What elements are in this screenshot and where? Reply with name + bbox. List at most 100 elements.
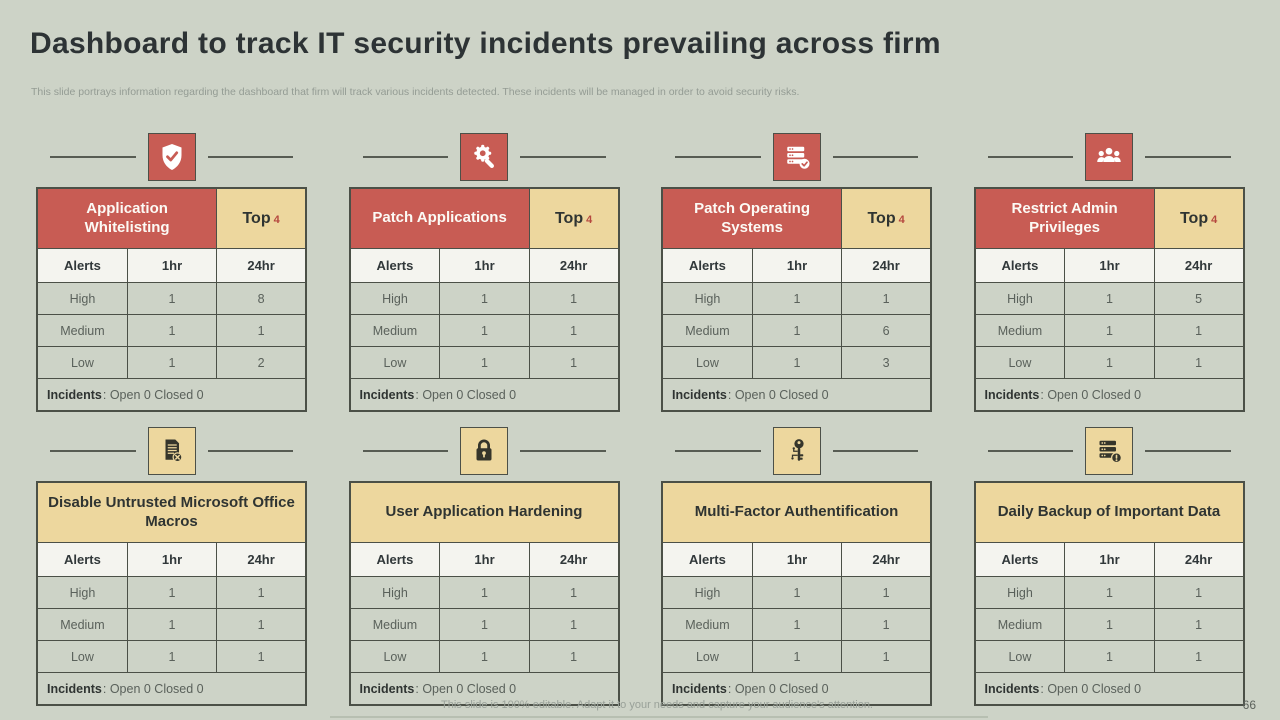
value-1hr: 1 — [439, 346, 530, 379]
value-1hr: 1 — [439, 640, 530, 673]
table-row: Medium 1 1 — [661, 608, 932, 641]
card-multi-factor-authentification: Multi-Factor Authentification Alerts 1hr… — [661, 427, 932, 706]
severity-label: Low — [661, 640, 753, 673]
incident-table: Application Whitelisting Top 4 Alerts 1hr… — [36, 187, 307, 412]
value-1hr: 1 — [439, 282, 530, 315]
value-1hr: 1 — [126, 282, 218, 315]
icon-row — [661, 133, 932, 181]
value-1hr: 1 — [126, 314, 218, 347]
incident-table: Daily Backup of Important Data Alerts 1h… — [973, 481, 1245, 706]
incidents-row: Incidents: Open 0 Closed 0 — [974, 672, 1244, 706]
value-1hr: 1 — [751, 576, 843, 609]
top-badge: Top 4 — [841, 187, 932, 249]
table-row: Low 1 1 — [973, 346, 1245, 379]
value-1hr: 1 — [1064, 608, 1155, 641]
value-24hr: 1 — [528, 346, 620, 379]
incidents-value: : Open 0 Closed 0 — [1040, 387, 1142, 402]
divider-line — [520, 450, 606, 452]
value-24hr: 1 — [528, 608, 620, 641]
table-row: Medium 1 1 — [36, 608, 307, 641]
top-badge: Top 4 — [1153, 187, 1245, 249]
col-header-alerts: Alerts — [661, 248, 753, 283]
table-row: High 1 1 — [36, 576, 307, 609]
incident-table: User Application Hardening Alerts 1hr 24… — [348, 481, 620, 706]
col-header-alerts: Alerts — [661, 542, 753, 577]
value-1hr: 1 — [751, 346, 843, 379]
col-header-24hr: 24hr — [1153, 542, 1245, 577]
value-1hr: 1 — [439, 576, 530, 609]
table-row: Medium 1 1 — [36, 314, 307, 347]
page-subtitle: This slide portrays information regardin… — [31, 86, 800, 98]
top-badge-number: 4 — [898, 213, 905, 226]
value-24hr: 2 — [216, 346, 307, 379]
col-header-24hr: 24hr — [841, 542, 932, 577]
incidents-label: Incidents — [47, 387, 102, 402]
dashboard-grid: Application Whitelisting Top 4 Alerts 1hr… — [36, 133, 1245, 706]
value-1hr: 1 — [1064, 346, 1155, 379]
col-header-alerts: Alerts — [348, 542, 441, 577]
divider-line — [1145, 156, 1231, 158]
severity-label: High — [348, 282, 441, 315]
value-1hr: 1 — [439, 314, 530, 347]
icon-row — [36, 133, 307, 181]
value-1hr: 1 — [751, 314, 843, 347]
incidents-row: Incidents: Open 0 Closed 0 — [349, 378, 619, 412]
severity-label: Low — [661, 346, 753, 379]
incidents-label: Incidents — [672, 681, 727, 696]
severity-label: Low — [348, 346, 441, 379]
value-24hr: 1 — [528, 282, 620, 315]
divider-line — [362, 156, 448, 158]
value-24hr: 1 — [841, 608, 932, 641]
table-row: High 1 1 — [661, 282, 932, 315]
card-title: Patch Operating Systems — [661, 187, 843, 249]
top-badge: Top 4 — [528, 187, 620, 249]
value-1hr: 1 — [1064, 314, 1155, 347]
value-24hr: 1 — [528, 576, 620, 609]
table-row: Low 1 2 — [36, 346, 307, 379]
value-24hr: 6 — [841, 314, 932, 347]
severity-label: High — [348, 576, 441, 609]
value-24hr: 1 — [216, 640, 307, 673]
circuit-key-icon — [772, 427, 821, 475]
incidents-value: : Open 0 Closed 0 — [415, 681, 517, 696]
incident-table: Patch Operating Systems Top 4 Alerts 1hr … — [661, 187, 932, 412]
card-patch-applications: Patch Applications Top 4 Alerts 1hr 24hr … — [348, 133, 620, 412]
table-row: Medium 1 1 — [973, 314, 1245, 347]
icon-row — [36, 427, 307, 475]
severity-label: Low — [973, 640, 1066, 673]
divider-line — [987, 156, 1073, 158]
table-row: Medium 1 6 — [661, 314, 932, 347]
col-header-alerts: Alerts — [36, 542, 128, 577]
table-row: High 1 1 — [348, 576, 620, 609]
table-row: Medium 1 1 — [348, 608, 620, 641]
server-check-icon — [772, 133, 821, 181]
value-24hr: 1 — [528, 640, 620, 673]
col-header-24hr: 24hr — [841, 248, 932, 283]
col-header-24hr: 24hr — [216, 542, 307, 577]
value-1hr: 1 — [751, 608, 843, 641]
incidents-value: : Open 0 Closed 0 — [102, 681, 204, 696]
severity-label: High — [661, 576, 753, 609]
severity-label: High — [661, 282, 753, 315]
top-badge-number: 4 — [1211, 213, 1218, 226]
card-user-application-hardening: User Application Hardening Alerts 1hr 24… — [348, 427, 620, 706]
card-disable-untrusted-macros: Disable Untrusted Microsoft Office Macro… — [36, 427, 307, 706]
table-row: High 1 1 — [973, 576, 1245, 609]
table-row: High 1 5 — [973, 282, 1245, 315]
value-24hr: 1 — [528, 314, 620, 347]
value-1hr: 1 — [126, 576, 218, 609]
incident-table: Restrict Admin Privileges Top 4 Alerts 1h… — [973, 187, 1245, 412]
top-badge-number: 4 — [586, 213, 593, 226]
col-header-1hr: 1hr — [751, 542, 843, 577]
table-row: Low 1 1 — [661, 640, 932, 673]
col-header-alerts: Alerts — [348, 248, 441, 283]
severity-label: High — [973, 282, 1066, 315]
table-row: Low 1 3 — [661, 346, 932, 379]
severity-label: High — [36, 282, 128, 315]
value-24hr: 1 — [1153, 346, 1245, 379]
incidents-label: Incidents — [672, 387, 727, 402]
admin-users-icon — [1085, 133, 1133, 181]
value-1hr: 1 — [126, 346, 218, 379]
incidents-row: Incidents: Open 0 Closed 0 — [661, 672, 932, 706]
incidents-label: Incidents — [984, 681, 1040, 696]
